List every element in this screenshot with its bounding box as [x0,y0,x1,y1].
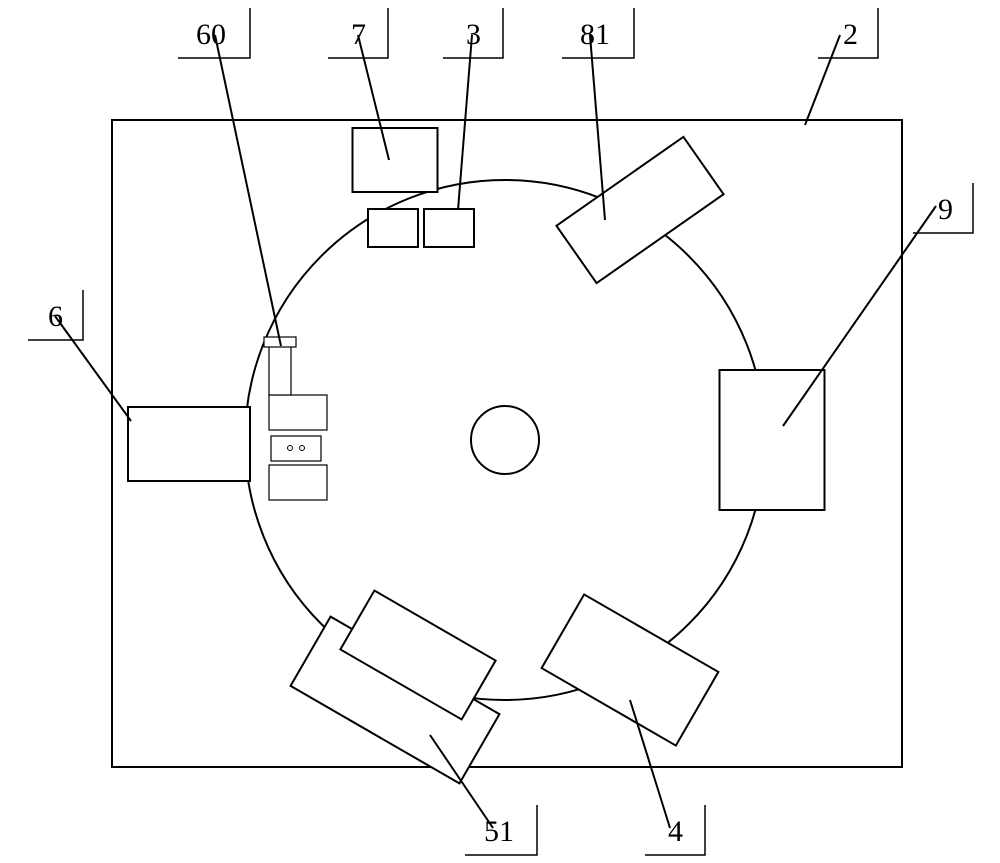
rect-top-box [353,128,438,192]
label-l7: 7 [351,18,366,51]
leader-l81 [590,35,605,220]
label-l6: 6 [48,300,63,333]
label-l3: 3 [466,18,481,51]
leader-l9 [783,206,936,426]
leader-l60 [215,35,281,346]
rect-left [128,407,250,481]
label-l2: 2 [843,18,858,51]
leader-l2 [805,35,840,125]
label-l4: 4 [668,815,683,848]
leader-l6 [55,316,131,421]
rect-top-small-left [368,209,418,247]
rect-ne [556,137,723,283]
label-l9: 9 [938,193,953,226]
label-l51: 51 [484,815,514,848]
rect-vbar [269,345,291,395]
label-l60: 60 [196,18,226,51]
center-circle [471,406,539,474]
rect-top-small-right [424,209,474,247]
rect-right [720,370,825,510]
big-circle [245,180,765,700]
rect-cluster-mid [271,436,321,461]
label-l81: 81 [580,18,610,51]
rect-se [542,594,719,745]
rect-cluster-bot [269,465,327,500]
rect-cluster-top [269,395,327,430]
